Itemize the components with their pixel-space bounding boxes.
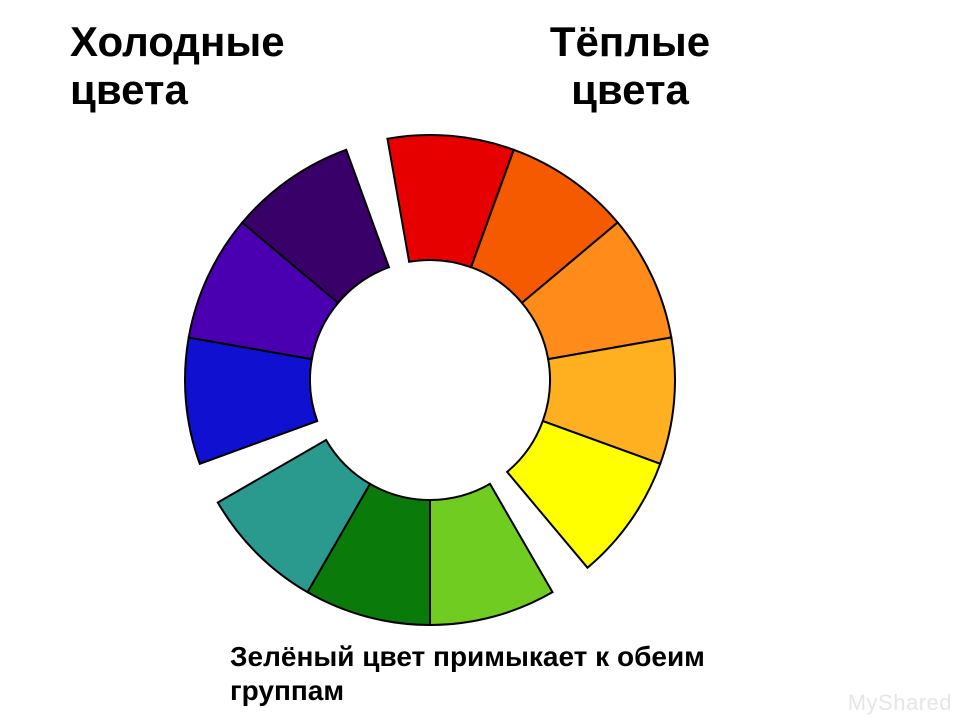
watermark-text: MyShared	[848, 690, 952, 715]
color-wheel	[0, 0, 960, 720]
bottom-note: Зелёный цвет примыкает к обеим группам	[230, 640, 730, 707]
bottom-note-text: Зелёный цвет примыкает к обеим группам	[230, 641, 705, 706]
watermark: MyShared	[848, 690, 952, 716]
